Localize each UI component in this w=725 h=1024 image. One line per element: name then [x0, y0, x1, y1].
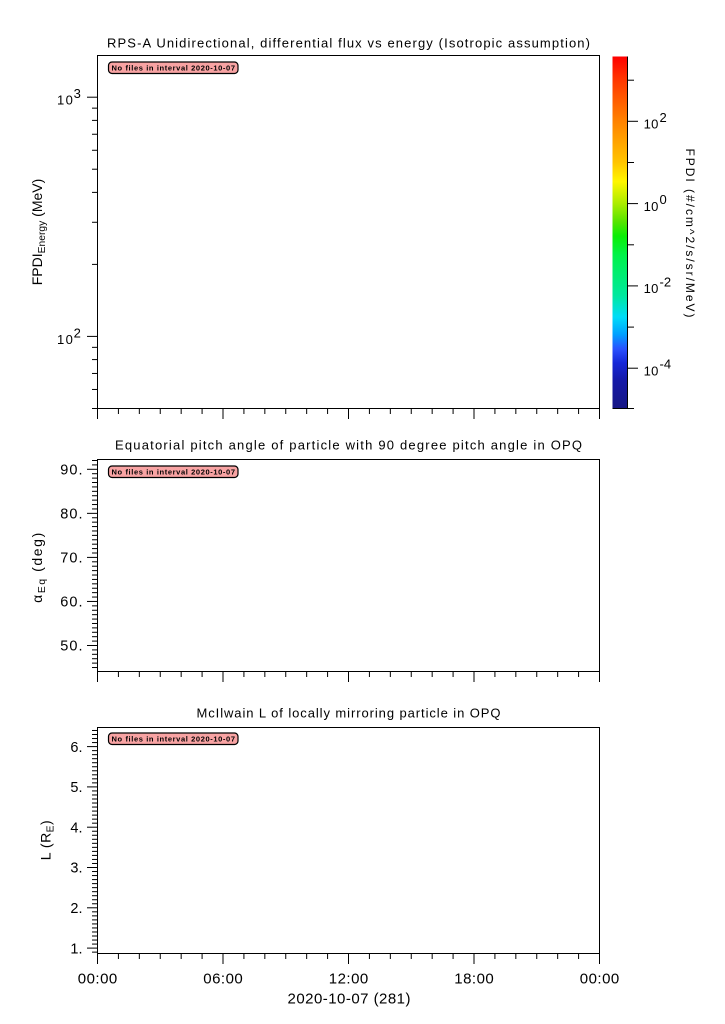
svg-text:12:00: 12:00 [329, 970, 369, 987]
svg-text:-2: -2 [660, 274, 672, 289]
svg-text:2020-10-07 (281): 2020-10-07 (281) [288, 991, 411, 1008]
svg-text:60.: 60. [60, 595, 82, 611]
svg-text:80.: 80. [60, 507, 82, 523]
svg-text:0: 0 [660, 192, 667, 207]
svg-text:1.: 1. [70, 941, 82, 957]
svg-text:-4: -4 [660, 357, 672, 372]
svg-text:10: 10 [644, 199, 659, 214]
svg-text:00:00: 00:00 [78, 970, 118, 987]
svg-text:Equatorial pitch angle of part: Equatorial pitch angle of particle with … [115, 438, 582, 453]
svg-text:3: 3 [74, 86, 81, 101]
svg-text:FPDIEnergy (MeV): FPDIEnergy (MeV) [29, 179, 48, 286]
svg-text:RPS-A Unidirectional, differen: RPS-A Unidirectional, differential flux … [107, 36, 590, 51]
svg-text:6.: 6. [70, 740, 82, 756]
svg-text:No files in interval 2020-10-0: No files in interval 2020-10-07 [112, 468, 236, 477]
svg-text:10: 10 [644, 281, 659, 296]
svg-text:No files in interval 2020-10-0: No files in interval 2020-10-07 [112, 735, 236, 744]
svg-text:50.: 50. [60, 639, 82, 655]
svg-text:90.: 90. [60, 463, 82, 479]
svg-text:10: 10 [644, 117, 659, 132]
svg-text:10: 10 [57, 332, 73, 347]
svg-text:FPDI (#/cm^2/s/sr/MeV): FPDI (#/cm^2/s/sr/MeV) [683, 149, 697, 318]
svg-text:10: 10 [57, 93, 73, 108]
svg-text:No files in interval 2020-10-0: No files in interval 2020-10-07 [112, 64, 236, 73]
svg-text:06:00: 06:00 [203, 970, 243, 987]
svg-text:2: 2 [660, 110, 667, 125]
svg-text:4.: 4. [70, 820, 82, 836]
svg-text:18:00: 18:00 [454, 970, 494, 987]
svg-text:5.: 5. [70, 780, 82, 796]
svg-text:00:00: 00:00 [580, 970, 620, 987]
svg-text:70.: 70. [60, 551, 82, 567]
svg-text:2: 2 [74, 325, 81, 340]
svg-text:2.: 2. [70, 901, 82, 917]
svg-text:10: 10 [644, 363, 659, 378]
svg-text:McIlwain L of locally mirrorin: McIlwain L of locally mirroring particle… [197, 706, 501, 721]
svg-text:3.: 3. [70, 861, 82, 877]
